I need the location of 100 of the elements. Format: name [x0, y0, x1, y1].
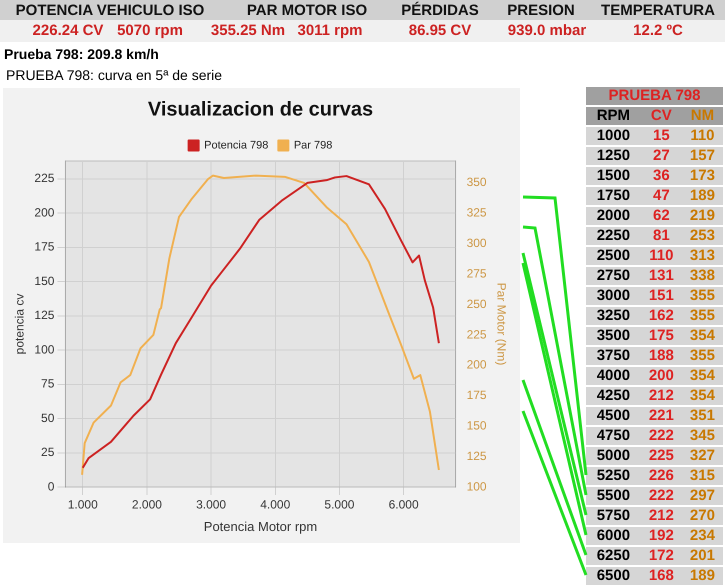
data-label: 351 — [682, 406, 723, 426]
data-label: 234 — [682, 526, 723, 546]
y-tick-label: 2750 — [586, 266, 641, 286]
data-label: 27 — [640, 146, 682, 166]
legend-label: Potencia 798 — [204, 140, 268, 152]
data-label: 200 — [640, 366, 682, 386]
x-tick-label: 3.000 — [196, 498, 226, 512]
data-label: 222 — [640, 486, 682, 506]
data-label: 189 — [682, 566, 723, 586]
y2-tick-label: 225 — [466, 327, 487, 342]
data-label: 212 — [640, 506, 682, 526]
x-tick-label: 1.000 — [68, 498, 98, 512]
x-tick-label: 2.000 — [132, 498, 162, 512]
text: 939.0 mbar — [508, 22, 586, 39]
y-tick-label: 4250 — [586, 386, 641, 406]
text: PRUEBA 798: curva en 5ª de serie — [6, 67, 222, 83]
text: TEMPERATURA — [601, 2, 715, 19]
text: POTENCIA VEHICULO ISO — [16, 2, 204, 19]
y2-tick-label: 300 — [466, 236, 487, 250]
data-label: 225 — [640, 446, 682, 466]
data-label: 313 — [682, 246, 723, 266]
y-tick-label: 2500 — [586, 246, 641, 266]
y-tick-label: 5000 — [586, 446, 641, 466]
y2-tick-label: 275 — [466, 266, 487, 280]
text: 12.2 ºC — [633, 22, 683, 39]
y2-tick-label: 350 — [466, 175, 487, 190]
y-tick-label: 1000 — [586, 126, 641, 146]
y-tick-label: 3250 — [586, 306, 641, 326]
y-tick-label: 150 — [34, 274, 55, 288]
data-label: 162 — [640, 306, 682, 326]
chart-title: Visualizacion de curvas — [148, 98, 374, 121]
y2-tick-label: 125 — [466, 448, 487, 463]
text: 5070 rpm — [117, 22, 183, 39]
data-label: 36 — [640, 166, 682, 186]
x-tick-label: 4.000 — [260, 498, 291, 512]
data-label: 173 — [682, 166, 723, 186]
y-tick-label: 25 — [41, 445, 55, 460]
text: 226.24 CV — [32, 22, 104, 39]
legend-label: Par 798 — [294, 140, 332, 152]
x-tick-label: NM — [682, 106, 723, 126]
y-tick-label: 3000 — [586, 286, 641, 306]
y-tick-label: 50 — [41, 410, 55, 425]
y-axis-title: RPM — [586, 106, 641, 126]
data-label: 354 — [682, 326, 723, 346]
y-tick-label: 200 — [34, 205, 55, 220]
y-tick-label: 6500 — [586, 566, 641, 586]
y2-tick-label: 250 — [466, 296, 487, 311]
data-label: 219 — [682, 206, 723, 226]
x-tick-label: CV — [640, 106, 682, 126]
x-tick-label: 6.000 — [388, 498, 419, 512]
text: 355.25 Nm — [210, 22, 286, 39]
data-label: 212 — [640, 386, 682, 406]
data-label: 221 — [640, 406, 682, 426]
y-tick-label: 75 — [41, 376, 55, 391]
data-label: 355 — [682, 286, 723, 306]
y-axis-title: potencia cv — [12, 294, 27, 354]
data-label: 188 — [640, 346, 682, 366]
data-label: 15 — [640, 126, 682, 146]
y-tick-label: 1750 — [586, 186, 641, 206]
data-label: 270 — [682, 506, 723, 526]
data-label: 297 — [682, 486, 723, 506]
data-label: 189 — [682, 186, 723, 206]
y-tick-label: 2000 — [586, 206, 641, 226]
chart-title: PRUEBA 798 — [586, 87, 723, 106]
data-label: 354 — [682, 366, 723, 386]
data-label: 131 — [640, 266, 682, 286]
y2-tick-label: 325 — [466, 206, 487, 220]
text: PRESION — [507, 2, 575, 19]
y2-tick-label: 100 — [466, 479, 487, 494]
data-label: 47 — [640, 186, 682, 206]
y-tick-label: 3750 — [586, 346, 641, 366]
text: PAR MOTOR ISO — [246, 2, 368, 19]
y-tick-label: 4500 — [586, 406, 641, 426]
y-tick-label: 4000 — [586, 366, 641, 386]
y2-tick-label: 175 — [466, 388, 487, 402]
y2-axis-title: Par Motor (Nm) — [494, 282, 508, 366]
data-label: 172 — [640, 546, 682, 566]
text: 86.95 CV — [408, 22, 472, 39]
y-tick-label: 175 — [34, 240, 55, 254]
data-label: 175 — [640, 326, 682, 346]
data-label: 355 — [682, 306, 723, 326]
data-label: 253 — [682, 226, 723, 246]
y-tick-label: 6000 — [586, 526, 641, 546]
data-label: 226 — [640, 466, 682, 486]
data-label: 201 — [682, 546, 723, 566]
data-label: 315 — [682, 466, 723, 486]
y-tick-label: 100 — [34, 342, 55, 356]
x-tick-label: 5.000 — [324, 498, 355, 512]
y-tick-label: 5500 — [586, 486, 641, 506]
data-label: 354 — [682, 386, 723, 406]
y-tick-label: 6250 — [586, 546, 641, 566]
data-label: 110 — [682, 126, 723, 146]
data-label: 345 — [682, 426, 723, 446]
text: Prueba 798: 209.8 km/h — [4, 46, 159, 62]
data-label: 355 — [682, 346, 723, 366]
x-axis-title: Potencia Motor rpm — [204, 518, 318, 534]
data-label: 151 — [640, 286, 682, 306]
data-label: 110 — [640, 246, 682, 266]
data-label: 338 — [682, 266, 723, 286]
data-label: 222 — [640, 426, 682, 446]
